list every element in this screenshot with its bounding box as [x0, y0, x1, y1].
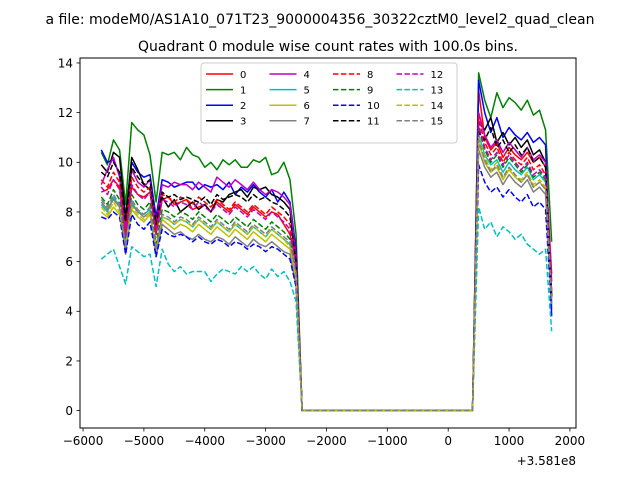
x-tick-label: −4000	[184, 434, 225, 448]
x-tick-label: −1000	[367, 434, 408, 448]
x-tick-label: −5000	[124, 434, 165, 448]
y-tick-label: 10	[58, 156, 73, 170]
series-line-12	[100, 124, 553, 412]
y-tick-label: 12	[58, 106, 73, 120]
x-tick-label: −6000	[63, 434, 104, 448]
legend-label-15: 15	[431, 117, 444, 128]
x-tick-label: 0	[444, 434, 452, 448]
series-line-10	[101, 164, 553, 412]
series-line-9	[100, 126, 553, 412]
legend-label-10: 10	[367, 101, 380, 112]
legend-frame	[200, 62, 458, 144]
series-group	[100, 72, 553, 412]
series-line-15	[100, 139, 553, 412]
legend-label-7: 7	[304, 117, 310, 128]
x-tick-label: −2000	[306, 434, 347, 448]
legend-label-11: 11	[367, 117, 380, 128]
legend-label-12: 12	[431, 70, 444, 81]
y-tick-label: 4	[65, 305, 73, 319]
legend-label-13: 13	[431, 85, 444, 96]
x-axis: −6000 −5000 −4000 −3000 −2000 −1000 0 1000 2000	[63, 428, 585, 448]
y-tick-label: 8	[65, 205, 73, 219]
series-line-5	[100, 134, 553, 412]
x-tick-label: −3000	[245, 434, 286, 448]
legend-label-3: 3	[240, 117, 246, 128]
series-line-11	[100, 126, 553, 412]
legend-label-4: 4	[304, 70, 310, 81]
y-axis: 0 2 4 6 8 10 12 14	[58, 56, 80, 418]
legend-label-5: 5	[304, 85, 310, 96]
legend-label-2: 2	[240, 101, 246, 112]
x-offset-label: +3.581e8	[517, 454, 576, 468]
figure-suptitle: a file: modeM0/AS1A10_071T23_9000004356_…	[46, 12, 595, 28]
legend-label-8: 8	[367, 70, 373, 81]
series-line-7	[100, 149, 553, 412]
x-tick-label: 1000	[494, 434, 525, 448]
legend-label-1: 1	[240, 85, 246, 96]
x-tick-label: 2000	[555, 434, 586, 448]
plot-area: −6000 −5000 −4000 −3000 −2000 −1000 0 1000 2000 …	[58, 56, 585, 468]
legend-label-14: 14	[431, 101, 444, 112]
y-tick-label: 2	[65, 354, 73, 368]
legend-label-0: 0	[240, 70, 246, 81]
legend-label-6: 6	[304, 101, 310, 112]
y-tick-label: 6	[65, 255, 73, 269]
legend-label-9: 9	[367, 85, 373, 96]
y-tick-label: 14	[58, 56, 73, 70]
series-line-13	[100, 206, 553, 412]
axes-title: Quadrant 0 module wise count rates with …	[138, 39, 518, 55]
axes-frame	[79, 57, 577, 429]
y-tick-label: 0	[65, 404, 73, 418]
